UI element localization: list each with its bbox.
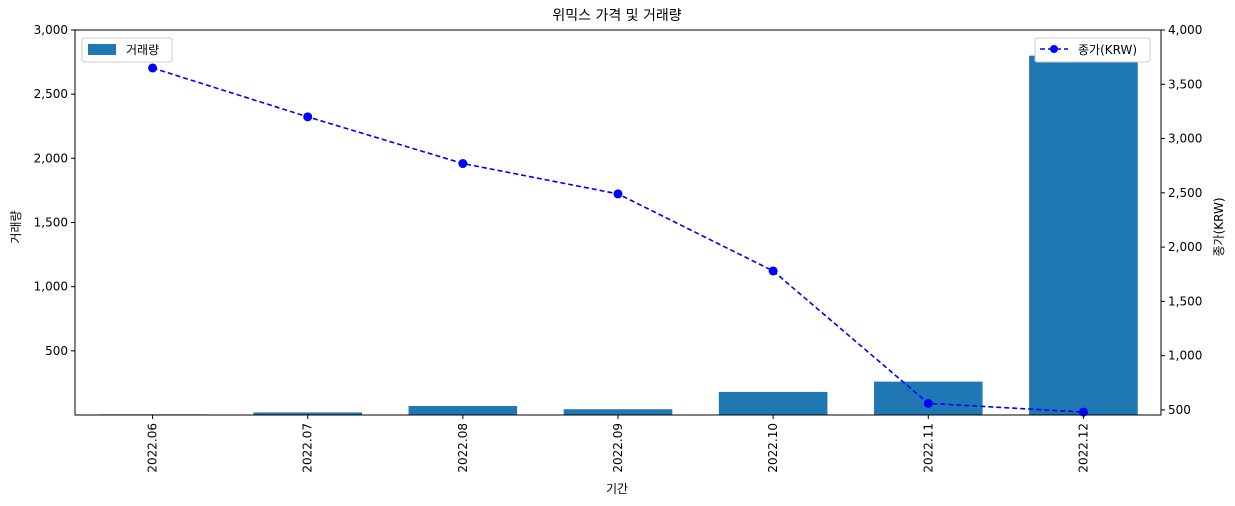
right-y-axis: 500 1,000 1,500 2,000 2,500 3,000 3,500 4,000 (1161, 23, 1202, 417)
x-axis-tick-label: 2022.09 (611, 423, 625, 473)
right-axis-tick-label: 1,000 (1168, 349, 1202, 363)
right-axis-tick-label: 500 (1168, 403, 1191, 417)
price-legend-label: 종가(KRW) (1078, 43, 1137, 57)
price-point (613, 189, 623, 199)
x-axis-tick-label: 2022.12 (1076, 423, 1090, 473)
volume-bar (1029, 55, 1138, 416)
left-axis-tick-label: 2,000 (34, 151, 68, 165)
left-axis-label: 거래량 (9, 210, 23, 243)
price-point (148, 63, 158, 73)
left-axis-tick-label: 1,000 (34, 280, 68, 294)
price-line-layer (148, 63, 1088, 417)
left-y-axis: 500 1,000 1,500 2,000 2,500 3,000 (34, 23, 75, 358)
x-axis-tick-label: 2022.11 (921, 423, 935, 473)
x-axis-tick-label: 2022.10 (766, 423, 780, 473)
x-axis-label: 기간 (606, 482, 628, 496)
volume-bar (408, 406, 518, 415)
volume-legend: 거래량 (81, 37, 173, 63)
price-legend-marker (1050, 45, 1058, 53)
price-line (152, 67, 1084, 413)
volume-bar (563, 409, 673, 415)
price-point (768, 266, 778, 276)
right-axis-label: 종가(KRW) (1212, 197, 1226, 256)
right-axis-tick-label: 4,000 (1168, 23, 1202, 37)
volume-bar (718, 391, 828, 415)
right-axis-tick-label: 1,500 (1168, 294, 1202, 308)
right-axis-tick-label: 2,000 (1168, 240, 1202, 254)
price-legend: 종가(KRW) (1034, 37, 1151, 63)
price-point (1078, 407, 1088, 417)
chart-title: 위믹스 가격 및 거래량 (552, 8, 681, 24)
x-axis-tick-label: 2022.08 (456, 423, 470, 473)
right-axis-tick-label: 2,500 (1168, 186, 1202, 200)
x-axis-tick-label: 2022.06 (146, 423, 160, 473)
right-axis-tick-label: 3,500 (1168, 77, 1202, 91)
volume-legend-swatch (88, 44, 116, 55)
volume-bar (873, 381, 983, 415)
left-axis-tick-label: 3,000 (34, 23, 68, 37)
left-axis-tick-label: 2,500 (34, 87, 68, 101)
x-axis-tick-label: 2022.07 (301, 423, 315, 473)
price-legend-box (1034, 37, 1151, 63)
volume-legend-label: 거래량 (126, 43, 159, 57)
left-axis-tick-label: 500 (45, 344, 68, 358)
left-axis-tick-label: 1,500 (34, 216, 68, 230)
plot-frame (74, 29, 1162, 416)
volume-bars (98, 55, 1138, 416)
volume-bar (253, 412, 363, 415)
right-axis-tick-label: 3,000 (1168, 132, 1202, 146)
price-point (303, 112, 313, 122)
x-axis: 2022.06 2022.07 2022.08 2022.09 2022.10 2022.… (146, 415, 1090, 473)
price-point (923, 398, 933, 408)
price-point (458, 159, 468, 169)
